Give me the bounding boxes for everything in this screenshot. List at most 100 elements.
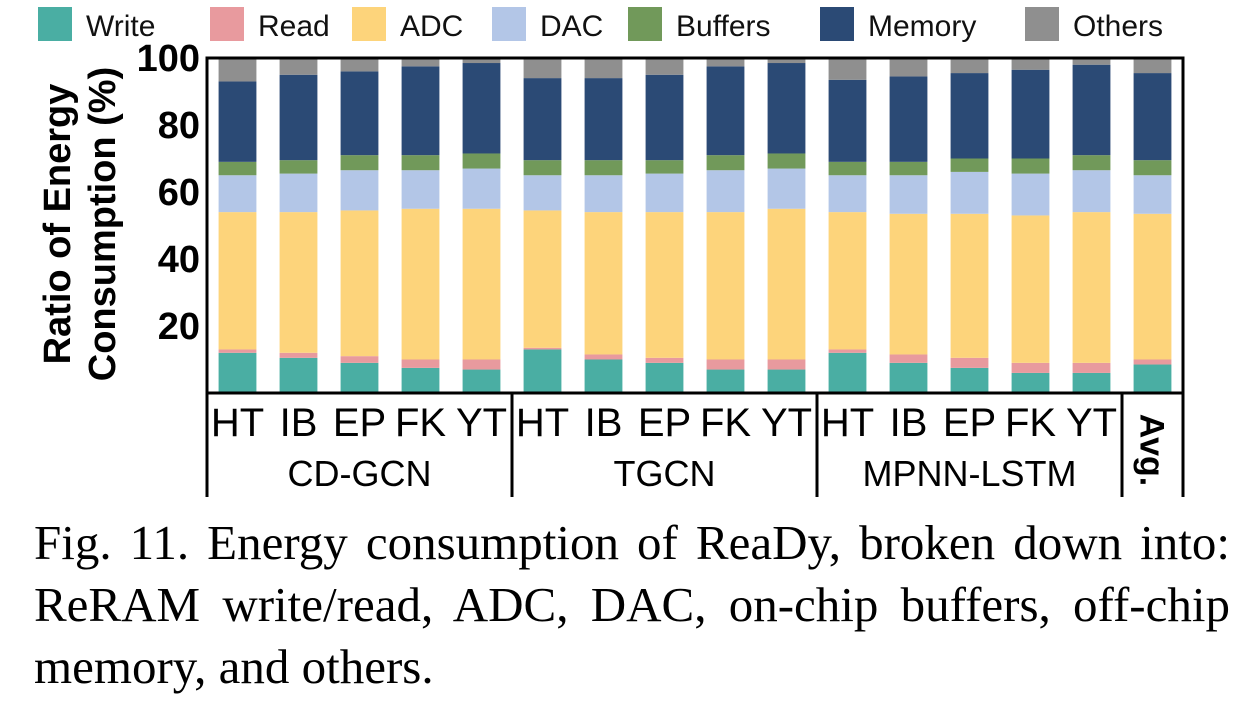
bar-segment-buffers	[706, 155, 745, 171]
x-category-label: FK	[395, 401, 446, 445]
bar-segment-dac	[584, 175, 623, 213]
bar-segment-read	[218, 349, 257, 353]
bar-segment-buffers	[889, 161, 928, 176]
bar-segment-memory	[1072, 64, 1111, 156]
bar-segment-write	[828, 352, 867, 393]
x-group-label: CD-GCN	[288, 453, 432, 494]
bar-segment-write	[279, 357, 318, 393]
y-axis-label-line-1: Ratio of Energy	[37, 84, 79, 365]
bar-segment-dac	[828, 175, 867, 213]
legend-swatch-read	[210, 7, 244, 41]
bar-segment-others	[523, 58, 562, 79]
stacked-bar-chart: Write Read ADC DAC Buffers Memory Others Ratio…	[37, 7, 1185, 497]
y-axis-label-line-2: Consumption (%)	[82, 67, 124, 382]
bar-segment-read	[279, 352, 318, 358]
bar-segment-memory	[523, 78, 562, 161]
bar-segment-adc	[1133, 213, 1172, 360]
bar-segment-others	[340, 58, 379, 72]
bar-segment-others	[828, 58, 867, 80]
legend-swatch-write	[38, 7, 72, 41]
bar-segment-read	[706, 359, 745, 370]
bars	[218, 58, 1172, 393]
bar-segment-adc	[584, 212, 623, 355]
legend-swatch-memory	[820, 7, 854, 41]
bar-segment-read	[401, 359, 440, 368]
x-category-label: YT	[1066, 401, 1117, 445]
bar-segment-read	[1133, 359, 1172, 365]
bar-segment-adc	[950, 213, 989, 358]
bar-segment-others	[584, 58, 623, 79]
bar-segment-write	[706, 369, 745, 393]
legend-label-buffers: Buffers	[676, 10, 771, 43]
x-group-label: MPNN-LSTM	[863, 453, 1077, 494]
bar-segment-adc	[889, 213, 928, 355]
legend-swatch-dac	[492, 7, 526, 41]
bar-segment-dac	[645, 173, 684, 213]
bar-segment-dac	[1011, 173, 1050, 216]
bar-segment-dac	[401, 170, 440, 209]
bar-segment-dac	[950, 171, 989, 214]
bar-segment-buffers	[950, 158, 989, 172]
bar-segment-buffers	[584, 160, 623, 176]
bar-segment-buffers	[340, 155, 379, 171]
bar-segment-write	[584, 359, 623, 393]
bar-segment-memory	[340, 71, 379, 156]
bar-segment-read	[523, 347, 562, 350]
bar-segment-adc	[218, 212, 257, 350]
y-tick-label: 20	[158, 306, 200, 348]
bar-segment-write	[340, 362, 379, 393]
x-category-label: YT	[761, 401, 812, 445]
bar-segment-buffers	[1133, 160, 1172, 176]
bar-segment-adc	[279, 212, 318, 353]
x-category-label-avg: Avg.	[1133, 414, 1171, 486]
bar-segment-others	[462, 58, 501, 64]
bar-segment-buffers	[401, 155, 440, 171]
bar-segment-write	[523, 349, 562, 393]
bar-segment-adc	[401, 208, 440, 360]
bar-segment-dac	[767, 168, 806, 209]
bar-segment-read	[767, 359, 806, 370]
x-category-label: EP	[638, 401, 691, 445]
legend-label-adc: ADC	[400, 10, 463, 43]
bar-segment-read	[1072, 362, 1111, 373]
bar-segment-memory	[706, 66, 745, 156]
plot-frame	[205, 56, 1185, 395]
bar-segment-memory	[767, 63, 806, 154]
bar-segment-adc	[645, 212, 684, 358]
bar-segment-buffers	[645, 160, 684, 174]
bar-segment-write	[1011, 372, 1050, 393]
bar-segment-read	[950, 357, 989, 368]
x-category-label: HT	[821, 401, 874, 445]
bar-segment-memory	[889, 76, 928, 162]
legend-label-memory: Memory	[868, 10, 976, 43]
figure-caption: Fig. 11. Energy consumption of ReaDy, br…	[34, 515, 1230, 694]
bar-segment-write	[645, 362, 684, 393]
bar-segment-dac	[218, 175, 257, 213]
bar-segment-dac	[706, 170, 745, 213]
bar-segment-memory	[401, 66, 440, 156]
bar-segment-memory	[1011, 69, 1050, 159]
bar-segment-read	[340, 356, 379, 363]
bar-segment-adc	[523, 210, 562, 348]
bar-segment-memory	[218, 81, 257, 162]
bar-segment-write	[462, 369, 501, 393]
bar-segment-adc	[1011, 215, 1050, 363]
bar-segment-write	[218, 352, 257, 393]
bar-segment-memory	[462, 63, 501, 154]
bar-segment-buffers	[523, 160, 562, 176]
legend-swatch-others	[1025, 7, 1059, 41]
bar-segment-memory	[950, 73, 989, 159]
bar-segment-memory	[828, 79, 867, 162]
bar-segment-memory	[584, 78, 623, 161]
bar-segment-read	[889, 354, 928, 363]
x-axis-groups: CD-GCN TGCN MPNN-LSTM	[205, 393, 1185, 497]
bar-segment-dac	[1133, 175, 1172, 214]
bar-segment-write	[889, 362, 928, 393]
bar-segment-write	[1133, 364, 1172, 393]
bar-segment-write	[1072, 372, 1111, 393]
bar-segment-others	[706, 58, 745, 67]
y-axis-ticks: 20 40 60 80 100	[137, 38, 200, 348]
bar-segment-dac	[1072, 170, 1111, 213]
bar-segment-others	[279, 58, 318, 75]
y-tick-label: 80	[158, 105, 200, 147]
